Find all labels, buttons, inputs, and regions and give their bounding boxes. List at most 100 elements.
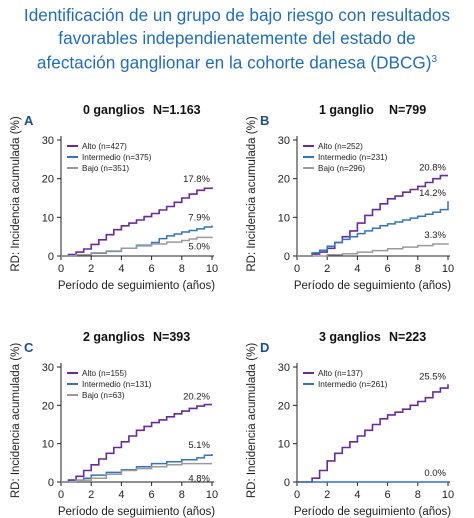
y-tick-label: 30 [42,362,54,374]
end-label-intermedio: 0.0% [424,468,446,479]
panel-letter: D [260,340,269,355]
series-line-intermedio [61,454,213,483]
y-axis-label: RD: Incidencia acumulada (%) [10,343,22,498]
panel-title: 2 ganglios [83,330,145,344]
legend-label-bajo: Bajo (n=63) [82,391,125,400]
x-tick-label: 2 [88,489,94,501]
title-line-3: afectación ganglionar en la cohorte dane… [36,52,432,73]
x-tick-label: 0 [294,489,300,501]
x-tick-label: 6 [385,263,391,275]
y-tick-label: 10 [278,212,290,224]
x-tick-label: 8 [179,489,185,501]
legend-label-intermedio: Intermedio (n=231) [318,153,388,162]
y-axis-label: RD: Incidencia acumulada (%) [246,116,258,271]
x-tick-label: 0 [58,263,64,275]
series-line-alto [61,187,213,257]
legend-label-intermedio: Intermedio (n=261) [318,380,388,389]
title-line-1: Identificación de un grupo de bajo riesg… [23,5,451,25]
x-axis-label: Período de seguimiento (años) [58,506,215,518]
chart-panel-a: A 0 ganglios N=1.163 0 10 20 30 0 2 4 6 8 10 Período … [10,103,218,292]
x-tick-label: 4 [354,263,360,275]
series-line-alto [297,174,448,257]
series-line-alto [61,403,212,483]
x-tick-label: 0 [58,489,64,501]
legend-label-alto: Alto (n=155) [82,369,127,378]
series-line-bajo [297,243,449,257]
x-tick-label: 4 [118,489,124,501]
series-line-intermedio [297,201,449,257]
x-tick-label: 2 [88,263,94,275]
x-tick-label: 4 [354,489,360,501]
x-tick-label: 8 [179,263,185,275]
x-tick-label: 10 [206,489,218,501]
y-tick-label: 0 [48,251,54,263]
legend-label-bajo: Bajo (n=296) [318,164,365,173]
panel-title: 1 ganglio [319,103,374,117]
x-tick-label: 8 [415,489,421,501]
x-axis-label: Período de seguimiento (años) [294,506,451,518]
panel-title: 0 ganglios [83,103,145,117]
legend-label-alto: Alto (n=137) [318,369,363,378]
y-tick-label: 20 [42,400,54,412]
x-tick-label: 4 [118,263,124,275]
panel-letter: A [24,113,34,128]
title-line-2: favorables independienatemente del estad… [58,27,416,48]
page-title: Identificación de un grupo de bajo riesg… [0,4,474,74]
end-label-bajo: 5.0% [188,242,210,253]
x-tick-label: 0 [294,263,300,275]
end-label-intermedio: 7.9% [188,212,210,223]
panel-letter: B [260,113,269,128]
panel-n-label: N=223 [389,330,426,344]
y-axis-label: RD: Incidencia acumulada (%) [246,343,258,498]
x-tick-label: 10 [206,263,218,275]
chart-panel-b: B 1 ganglio N=799 0 10 20 30 0 2 4 6 8 10 Período de … [246,103,454,292]
series-line-bajo [61,236,213,257]
end-label-intermedio: 5.1% [188,440,210,451]
y-tick-label: 30 [278,135,290,147]
y-tick-label: 0 [284,477,290,489]
x-axis-label: Período de seguimiento (años) [294,280,451,292]
y-axis-label: RD: Incidencia acumulada (%) [10,116,22,271]
y-tick-label: 20 [278,400,290,412]
y-tick-label: 10 [42,212,54,224]
y-tick-label: 0 [48,477,54,489]
panel-n-label: N=799 [389,103,426,117]
x-tick-label: 6 [385,489,391,501]
y-tick-label: 0 [284,251,290,263]
panel-n-label: N=1.163 [153,103,201,117]
end-label-bajo: 4.8% [188,474,210,485]
y-tick-label: 20 [42,174,54,186]
chart-panel-d: D 3 ganglios N=223 0 10 20 30 0 2 4 6 8 10 Período de… [246,330,454,518]
x-tick-label: 2 [324,263,330,275]
x-tick-label: 6 [149,263,155,275]
legend-label-alto: Alto (n=252) [318,142,363,151]
legend-label-intermedio: Intermedio (n=131) [82,380,152,389]
end-label-alto: 20.2% [183,392,210,403]
legend-label-alto: Alto (n=427) [82,142,127,151]
legend-label-intermedio: Intermedio (n=375) [82,153,152,162]
chart-panel-c: C 2 ganglios N=393 0 10 20 30 0 2 4 6 8 10 Período de… [10,330,218,518]
end-label-alto: 25.5% [419,371,446,382]
x-axis-label: Período de seguimiento (años) [58,280,215,292]
y-tick-label: 30 [278,362,290,374]
x-tick-label: 10 [442,489,454,501]
end-label-alto: 17.8% [183,174,210,185]
series-line-bajo [61,462,212,483]
y-tick-label: 30 [42,135,54,147]
y-tick-label: 10 [278,439,290,451]
y-tick-label: 20 [278,174,290,186]
x-tick-label: 8 [415,263,421,275]
series-line-alto [297,384,449,483]
x-tick-label: 6 [149,489,155,501]
y-tick-label: 10 [42,439,54,451]
x-tick-label: 2 [324,489,330,501]
end-label-alto: 20.8% [419,163,446,174]
panel-n-label: N=393 [153,330,190,344]
panel-letter: C [24,340,34,355]
title-superscript: 3 [431,54,438,65]
end-label-intermedio: 14.2% [419,188,446,199]
legend-label-bajo: Bajo (n=351) [82,164,129,173]
panel-title: 3 ganglios [319,330,381,344]
x-tick-label: 10 [442,263,454,275]
